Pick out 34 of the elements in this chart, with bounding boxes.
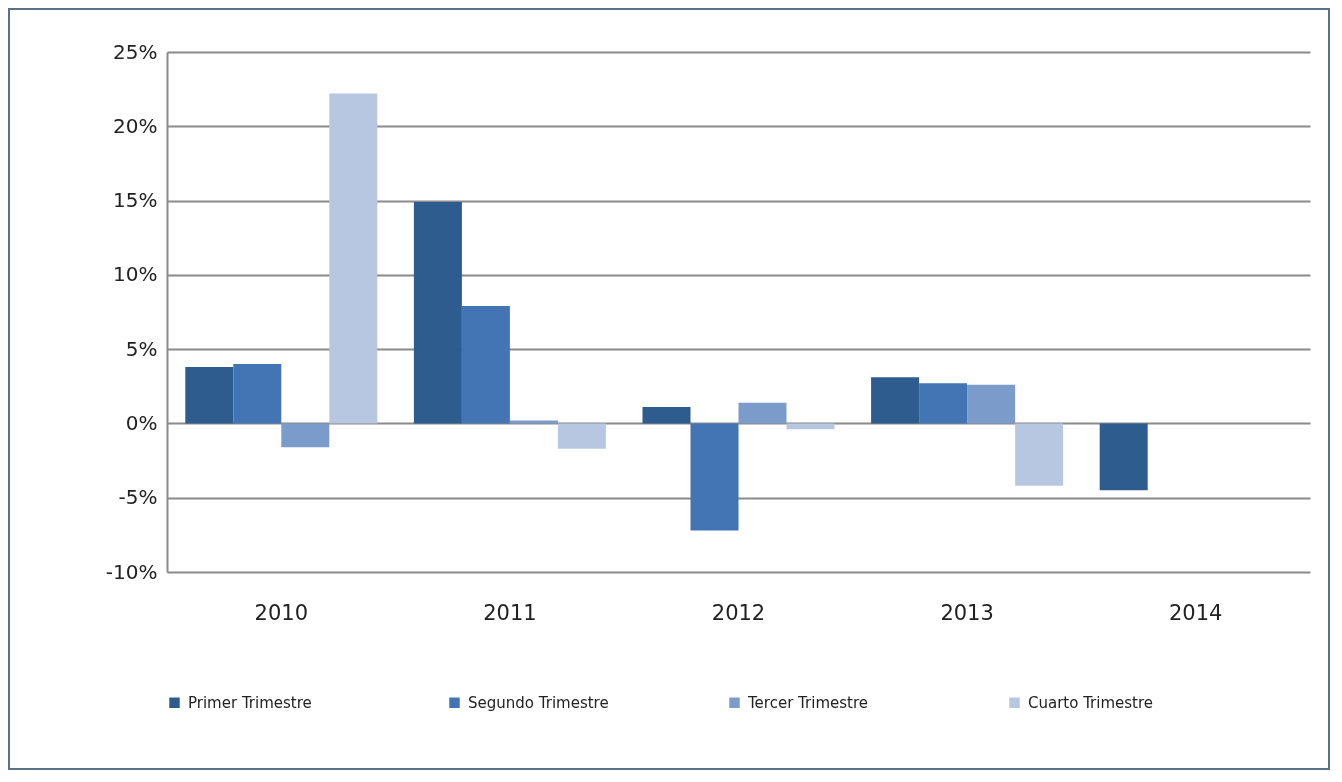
x-tick-label: 2014 [1168,600,1223,625]
bar [642,407,691,424]
x-tick-label: 2010 [254,600,309,625]
bar [786,423,835,430]
y-tick-label: 25% [113,39,158,64]
bar [690,423,739,531]
y-tick-label: 0% [125,410,158,435]
bar [738,402,787,424]
y-tick-label: 10% [113,262,158,287]
y-tick-label: 20% [113,113,158,138]
y-tick-label: 5% [125,336,158,361]
legend-label: Primer Trimestre [188,693,312,712]
bar [557,423,606,449]
y-tick-label: -5% [118,485,158,510]
bar [1099,423,1148,491]
bar [413,202,462,424]
bar [329,93,378,424]
bar [281,423,330,448]
x-tick-label: 2013 [940,600,994,625]
bar [461,306,510,424]
bar [509,420,558,424]
bar [871,377,920,424]
bar [919,383,968,424]
bar [185,366,234,424]
x-tick-label: 2011 [483,600,537,625]
legend-label: Tercer Trimestre [747,693,868,712]
y-tick-label: 15% [113,188,158,213]
x-tick-label: 2012 [711,600,766,625]
legend-label: Cuarto Trimestre [1028,693,1154,712]
y-tick-label: -10% [105,559,158,584]
bar [1015,423,1064,486]
bar [967,384,1016,424]
bar [233,364,282,424]
legend-label: Segundo Trimestre [468,693,609,712]
